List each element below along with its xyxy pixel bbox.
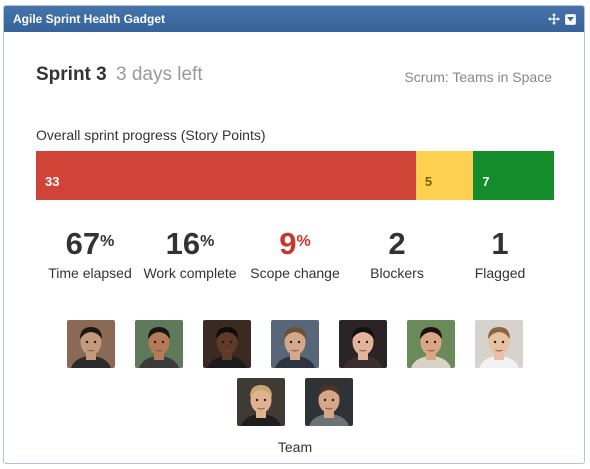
gadget-title: Agile Sprint Health Gadget <box>13 12 166 26</box>
segment-value: 5 <box>424 174 433 189</box>
avatar-4-icon[interactable] <box>271 320 319 368</box>
sprint-progress-bar: 33 5 7 <box>36 151 554 200</box>
move-icon[interactable] <box>548 13 560 25</box>
progress-segment-done[interactable]: 7 <box>473 151 554 200</box>
team-label: Team <box>277 439 313 455</box>
board-name[interactable]: Scrum: Teams in Space <box>404 69 552 85</box>
avatar-6-icon[interactable] <box>407 320 455 368</box>
segment-value: 33 <box>45 174 60 189</box>
progress-segment-todo[interactable]: 33 <box>36 151 416 200</box>
sprint-stats: 67% Time elapsed 16% Work complete 9% Sc… <box>4 226 584 287</box>
stat-label: Scope change <box>250 265 340 281</box>
stat-label: Blockers <box>370 265 424 281</box>
stat-value: 67% <box>65 226 115 261</box>
stat-flagged: 1 Flagged <box>445 226 555 282</box>
avatar-1-icon[interactable] <box>67 320 115 368</box>
segment-value: 7 <box>482 174 490 189</box>
header-controls <box>548 13 576 25</box>
stat-scope-change: 9% Scope change <box>240 226 350 282</box>
team-avatars-row <box>4 378 584 426</box>
stat-value: 2 <box>388 226 406 261</box>
sprint-name[interactable]: Sprint 3 <box>36 64 107 85</box>
stat-label: Work complete <box>143 265 237 281</box>
avatar-7-icon[interactable] <box>475 320 523 368</box>
avatar-9-icon[interactable] <box>305 378 353 426</box>
days-left: 3 days left <box>116 64 203 85</box>
stat-blockers: 2 Blockers <box>342 226 452 282</box>
stat-time-elapsed: 67% Time elapsed <box>35 226 145 282</box>
stat-value: 9% <box>279 226 311 261</box>
stat-label: Flagged <box>474 265 526 281</box>
avatar-5-icon[interactable] <box>339 320 387 368</box>
gadget-menu-button[interactable] <box>564 13 576 25</box>
gadget-header: Agile Sprint Health Gadget <box>4 6 584 32</box>
sprint-title: Sprint 3 3 days left <box>36 64 203 86</box>
avatar-2-icon[interactable] <box>135 320 183 368</box>
progress-label: Overall sprint progress (Story Points) <box>36 127 266 143</box>
avatar-8-icon[interactable] <box>237 378 285 426</box>
sprint-health-gadget: Agile Sprint Health Gadget Sprint 3 3 da… <box>3 5 585 464</box>
chevron-down-icon <box>564 13 576 25</box>
stat-value: 1 <box>491 226 509 261</box>
avatar-3-icon[interactable] <box>203 320 251 368</box>
stat-value: 16% <box>165 226 215 261</box>
progress-segment-in-progress[interactable]: 5 <box>415 151 474 200</box>
stat-label: Time elapsed <box>48 265 132 281</box>
team-avatars-row <box>4 320 584 368</box>
stat-work-complete: 16% Work complete <box>135 226 245 282</box>
